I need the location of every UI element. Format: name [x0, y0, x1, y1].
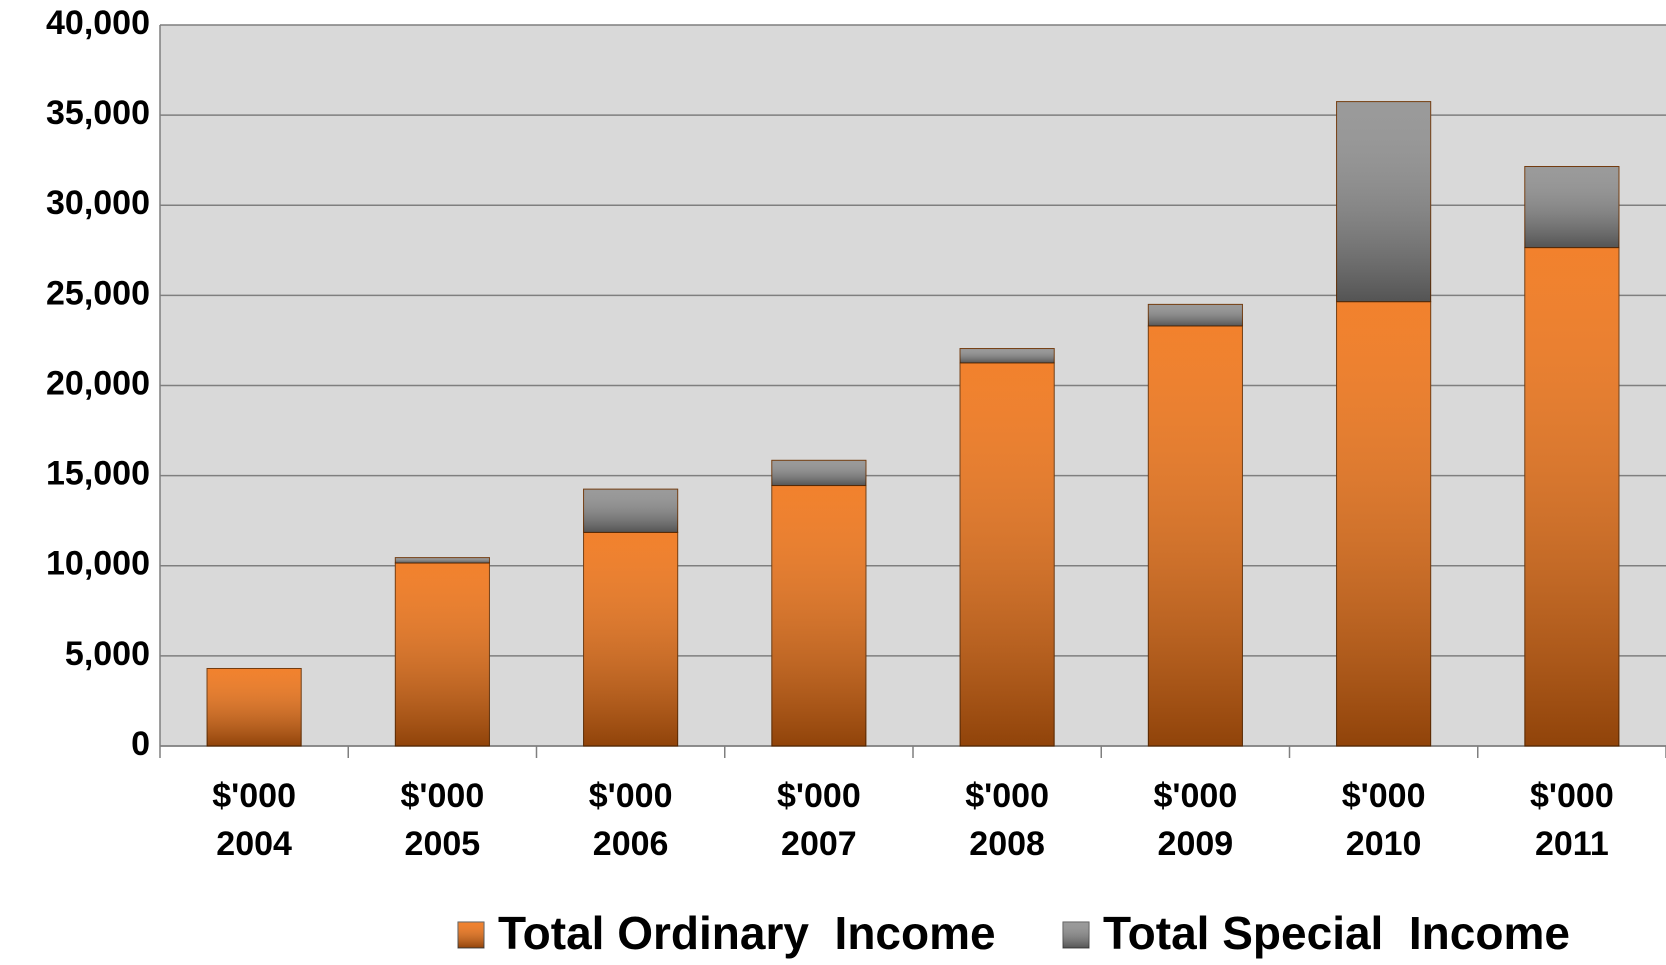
y-tick-label: 25,000	[46, 274, 150, 312]
bar	[394, 557, 490, 564]
y-tick-label: 30,000	[46, 184, 150, 222]
bar	[394, 562, 490, 747]
x-tick-label: $'000	[777, 777, 861, 815]
bar	[583, 531, 679, 747]
bar	[1147, 303, 1243, 327]
x-tick-label: 2005	[405, 825, 481, 863]
x-tick-label: $'000	[589, 777, 673, 815]
x-tick-label: $'000	[212, 777, 296, 815]
y-tick-label: 35,000	[46, 94, 150, 132]
bar	[206, 667, 302, 747]
x-tick-label: 2010	[1346, 825, 1422, 863]
x-tick-label: $'000	[1154, 777, 1238, 815]
legend-swatch-shade	[1063, 922, 1089, 948]
x-tick-label: $'000	[1530, 777, 1614, 815]
legend-label: Total Ordinary Income	[498, 907, 996, 959]
bar	[1336, 301, 1432, 747]
x-tick-label: 2004	[216, 825, 292, 863]
y-tick-label: 10,000	[46, 545, 150, 583]
x-tick-label: 2009	[1158, 825, 1234, 863]
bar	[1147, 325, 1243, 747]
x-tick-label: $'000	[1342, 777, 1426, 815]
x-tick-label: $'000	[965, 777, 1049, 815]
bar	[771, 485, 867, 747]
y-tick-label: 5,000	[65, 635, 150, 673]
legend-label: Total Special Income	[1103, 907, 1570, 959]
y-tick-label: 15,000	[46, 455, 150, 493]
bar	[1336, 101, 1432, 303]
y-tick-label: 0	[131, 725, 150, 763]
bar	[959, 348, 1055, 364]
bar	[583, 488, 679, 533]
x-tick-label: 2011	[1535, 825, 1609, 863]
bar	[1524, 247, 1620, 747]
bar	[771, 459, 867, 487]
x-tick-label: 2008	[969, 825, 1045, 863]
y-tick-label: 40,000	[46, 4, 150, 42]
y-tick-label: 20,000	[46, 364, 150, 402]
x-tick-label: $'000	[401, 777, 485, 815]
x-tick-label: 2006	[593, 825, 669, 863]
bar	[1524, 165, 1620, 249]
legend-swatch-shade	[458, 922, 484, 948]
bar	[959, 362, 1055, 747]
x-tick-label: 2007	[781, 825, 857, 863]
